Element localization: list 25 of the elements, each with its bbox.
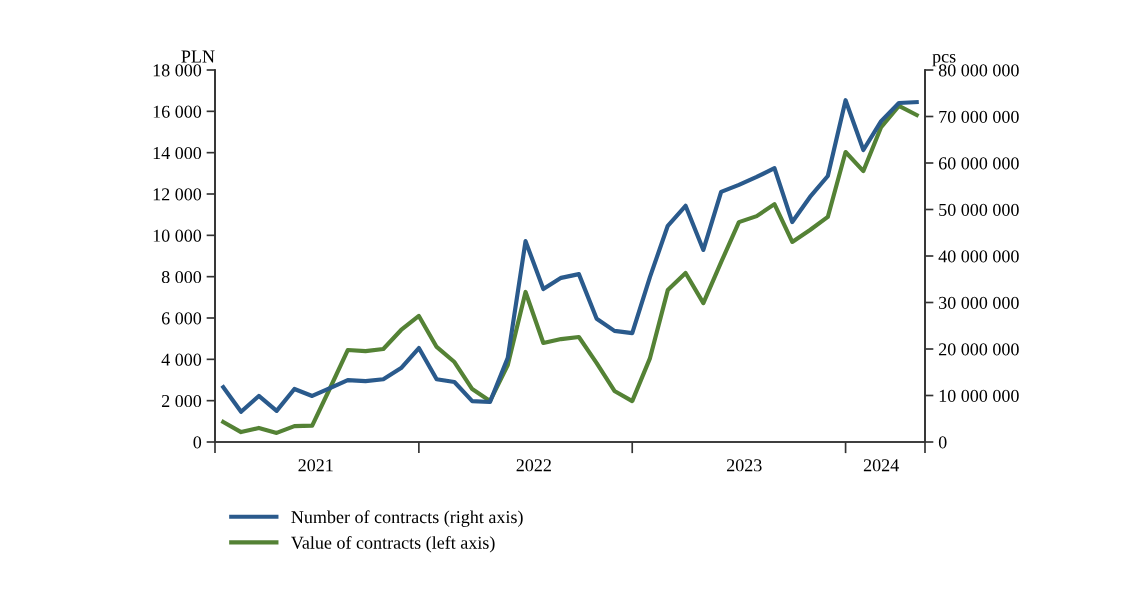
- y2-tick-label: 30 000 000: [939, 296, 1019, 309]
- y-tick-label: 6 000: [161, 312, 202, 325]
- x-tick-label: 2023: [726, 459, 762, 472]
- y-tick-label: 12 000: [153, 188, 202, 201]
- y2-tick-label: 60 000 000: [938, 157, 1019, 170]
- y-axis-title: PLN: [181, 50, 215, 63]
- legend-label: Number of contracts (right axis): [291, 510, 523, 527]
- y2-tick-label: 10 000 000: [939, 389, 1019, 402]
- x-tick-label: 2022: [516, 459, 551, 472]
- y-tick-label: 16 000: [153, 105, 202, 118]
- y-tick-label: 14 000: [153, 146, 202, 160]
- legend-label: Value of contracts (left axis): [291, 535, 495, 553]
- y2-tick-label: 50 000 000: [939, 203, 1019, 216]
- y2-tick-label: 20 000 000: [938, 343, 1019, 356]
- y2-tick-label: 0: [938, 436, 947, 449]
- y-tick-label: 0: [193, 436, 202, 449]
- y-tick-label: 18 000: [153, 64, 202, 77]
- y2-tick-label: 40 000 000: [938, 250, 1019, 263]
- y-tick-label: 8 000: [161, 270, 202, 284]
- y-tick-label: 4 000: [161, 353, 202, 366]
- x-tick-label: 2021: [298, 459, 333, 472]
- y-tick-label: 2 000: [161, 394, 202, 408]
- y-tick-label: 10 000: [153, 229, 202, 242]
- y2-tick-label: 70 000 000: [939, 110, 1019, 123]
- x-tick-label: 2024: [863, 459, 899, 472]
